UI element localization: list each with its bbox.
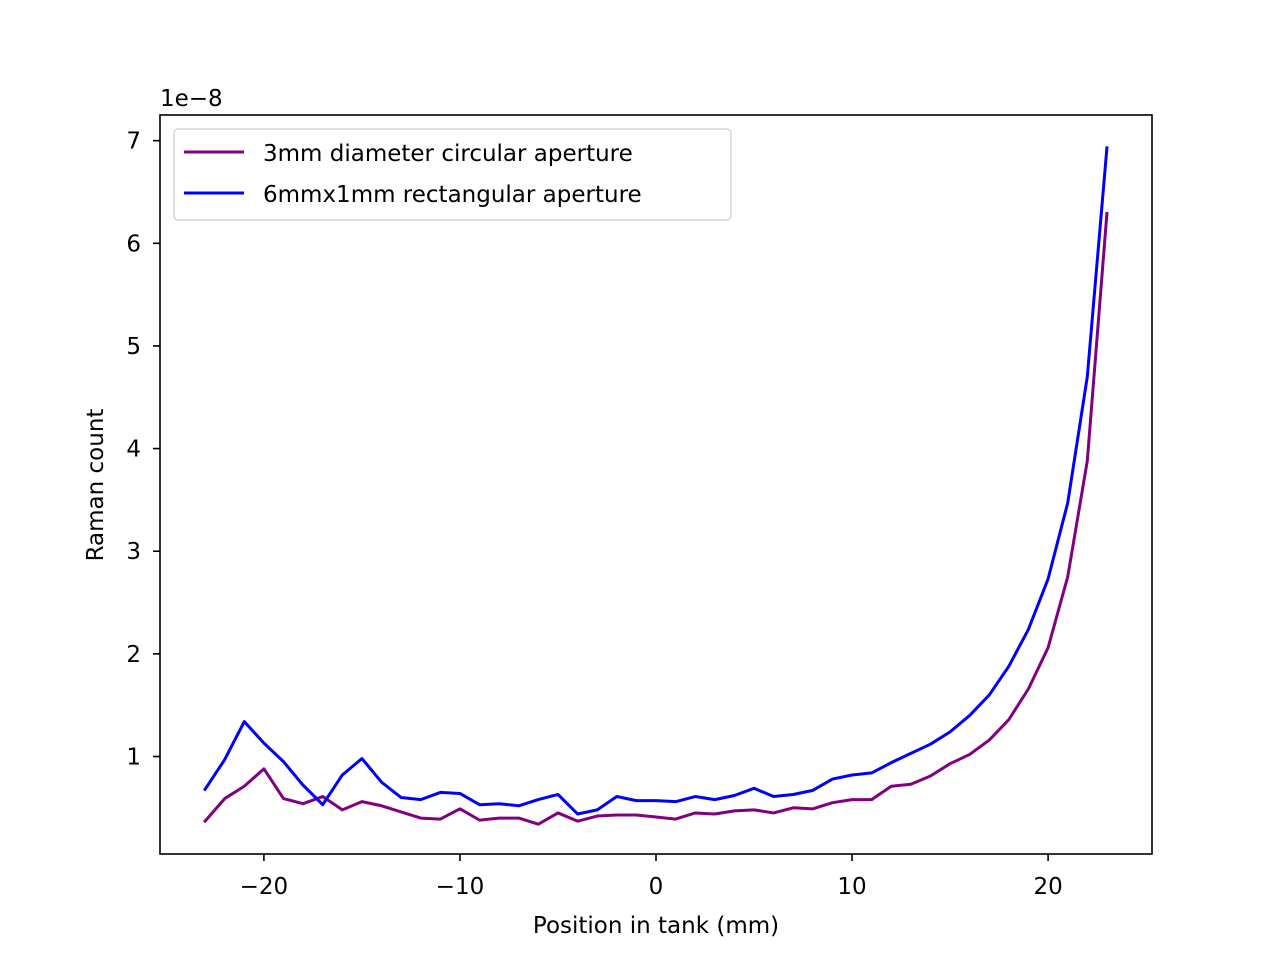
legend-box	[173, 128, 732, 221]
legend: 3mm diameter circular aperture 6mmx1mm re…	[173, 128, 732, 221]
y-axis-label: Raman count	[83, 409, 109, 562]
y-offset-label: 1e−8	[160, 86, 223, 112]
y-tick-label: 2	[126, 642, 141, 668]
x-tick-label: 0	[649, 874, 664, 900]
series-layer	[202, 146, 1109, 826]
y-tick-label: 6	[126, 231, 141, 257]
x-axis: −20 −10 0 10 20	[240, 854, 1063, 900]
x-tick-label: −20	[240, 874, 289, 900]
x-tick-label: −10	[436, 874, 485, 900]
legend-label-2: 6mmx1mm rectangular aperture	[263, 182, 642, 208]
y-tick-label: 3	[126, 539, 141, 565]
y-tick-label: 7	[126, 129, 141, 155]
legend-label-1: 3mm diameter circular aperture	[263, 141, 633, 167]
y-tick-label: 4	[126, 437, 141, 463]
y-tick-label: 1	[126, 744, 141, 770]
y-tick-label: 5	[126, 334, 141, 360]
series-line-2	[203, 146, 1109, 816]
x-tick-label: 10	[837, 874, 866, 900]
y-axis: 1 2 3 4 5 6 7	[126, 129, 160, 770]
series-line-1	[202, 211, 1109, 826]
x-tick-label: 20	[1033, 874, 1062, 900]
x-axis-label: Position in tank (mm)	[533, 913, 779, 939]
